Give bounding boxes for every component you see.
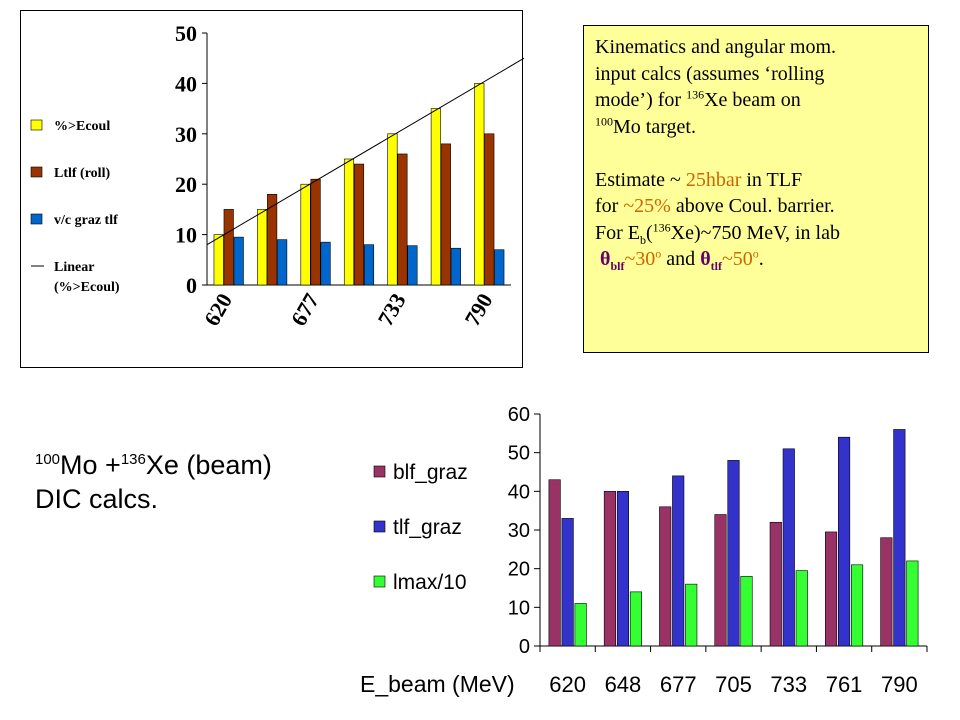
chart2-x-tick-label: 648 [605, 672, 642, 697]
chart1-bar [257, 209, 268, 286]
chart2-legend-swatch [373, 520, 386, 533]
chart2-legend-label: blf_graz [393, 461, 468, 484]
chart2-bar [714, 514, 727, 647]
chart2-bar [603, 491, 616, 647]
chart2-x-axis-title: E_beam (MeV) [360, 671, 515, 697]
chart2-bar [659, 506, 672, 647]
caption-line-1: 100Mo +136Xe (beam) [35, 450, 272, 480]
note-box: Kinematics and angular mom. input calcs … [583, 25, 929, 353]
chart2-bar [727, 460, 740, 647]
chart1-legend-label: v/c graz tlf [54, 213, 118, 228]
chart1-legend-label: (%>Ecoul) [54, 280, 120, 295]
chart1-svg: 0 10 20 30 40 50 620 677 733 790 %>Ecoul Ltlf (roll… [30, 21, 524, 330]
chart2-bar [672, 475, 685, 647]
chart1-bar [440, 143, 451, 286]
caption-line-2: DIC calcs. [35, 484, 159, 514]
chart1-legend-label: Linear [54, 260, 94, 275]
chart1-bar [387, 133, 398, 286]
chart2-y-tick-label: 30 [508, 520, 530, 542]
chart2-x-tick-label: 733 [770, 672, 807, 697]
chart2-y-tick-label: 50 [508, 443, 530, 465]
note-spacer [595, 140, 928, 167]
chart1-y-tick-label: 20 [175, 172, 197, 197]
note-line-5: Estimate ~ 25hbar in TLF [595, 168, 803, 191]
chart1-bar [397, 153, 408, 286]
chart2-bar [561, 518, 574, 647]
note-line-1: Kinematics and angular mom. [595, 36, 837, 58]
chart1-bar [213, 234, 224, 286]
chart1-y-tick-label: 0 [186, 273, 197, 298]
chart1-x-tick-label: 677 [286, 289, 324, 330]
chart1-y-tick-label: 30 [175, 122, 197, 147]
chart1-bar [223, 209, 234, 286]
chart1-bar [310, 178, 321, 286]
chart1-bar [474, 83, 485, 286]
chart1-x-tick-label: 790 [459, 289, 497, 330]
chart1-y-tick-label: 50 [175, 21, 197, 46]
chart2-svg: 0 10 20 30 40 50 60 620 648 677 705 733 761 790 E_beam… [360, 404, 928, 697]
chart2-y-tick-label: 60 [508, 404, 530, 426]
caption: 100Mo +136Xe (beam) DIC calcs. [35, 448, 272, 516]
chart1-legend-swatch [30, 213, 43, 225]
chart1-bar [363, 244, 375, 286]
chart2-bar [906, 560, 919, 647]
chart2-legend-swatch [373, 575, 386, 588]
chart1-bar [353, 163, 365, 286]
chart2-bar [795, 570, 808, 647]
chart1-x-tick-label: 733 [373, 289, 411, 330]
chart1-bar [494, 249, 505, 286]
chart1-x-tick-label: 620 [199, 289, 237, 330]
chart1-bar [343, 158, 355, 286]
chart2-x-tick-label: 705 [715, 672, 752, 697]
chart1-bar [233, 236, 244, 286]
chart2-bar [574, 603, 587, 647]
chart2-y-tick-label: 10 [508, 597, 530, 619]
chart1-legend-swatch [30, 166, 43, 178]
chart2-y-tick-label: 20 [508, 559, 530, 581]
chart2-legend-label: tlf_graz [393, 516, 462, 539]
chart1-bar [267, 193, 278, 286]
chart2-bar [616, 491, 629, 647]
chart1-legend-label: Ltlf (roll) [54, 166, 110, 181]
chart2-legend-swatch [373, 465, 386, 478]
chart1-bar [320, 241, 331, 286]
chart2-bar [740, 576, 753, 647]
chart2-y-tick-label: 40 [508, 481, 530, 503]
chart2-bar [685, 583, 698, 647]
chart1-legend-label: %>Ecoul [54, 119, 110, 134]
chart2-x-tick-label: 790 [881, 672, 918, 697]
chart2-bar [782, 448, 795, 647]
note-line-4: 100Mo target. [595, 113, 696, 138]
chart2-x-tick-label: 620 [549, 672, 586, 697]
chart1-y-tick-label: 10 [175, 223, 197, 248]
chart2-bar [825, 531, 838, 647]
note-line-7: For Eb(136Xe)~750 MeV, in lab [595, 219, 840, 247]
chart2-bar [893, 429, 906, 647]
chart2-legend-label: lmax/10 [393, 571, 467, 594]
chart1-legend-swatch [30, 119, 43, 131]
chart1-bar [407, 245, 418, 286]
chart1-trend-line [206, 57, 524, 246]
chart2-x-tick-label: 761 [826, 672, 863, 697]
chart1-bar [450, 247, 461, 286]
chart1-bar [277, 239, 288, 286]
chart2-bar [880, 537, 893, 647]
note-line-8: θblf~30o and θtlf~50o. [600, 246, 764, 273]
chart2-x-tick-label: 677 [660, 672, 697, 697]
chart2-bar [629, 591, 642, 647]
chart2-bar [851, 564, 864, 647]
chart1-bar [300, 183, 311, 286]
chart1-y-tick-label: 40 [175, 71, 197, 96]
chart1-bar [430, 108, 441, 286]
chart2-bar [838, 436, 851, 647]
chart2-bar [769, 521, 782, 647]
chart2-y-tick-label: 0 [519, 636, 530, 658]
chart1-bar [484, 133, 495, 286]
chart2-bar [548, 479, 561, 647]
note-line-2: input calcs (assumes ‘rolling [595, 62, 825, 85]
chart1-frame: 0 10 20 30 40 50 620 677 733 790 %>Ecoul Ltlf (roll… [20, 10, 524, 368]
note-line-3: mode’) for 136Xe beam on [595, 87, 801, 111]
note-line-6: for ~25% above Coul. barrier. [595, 195, 835, 217]
